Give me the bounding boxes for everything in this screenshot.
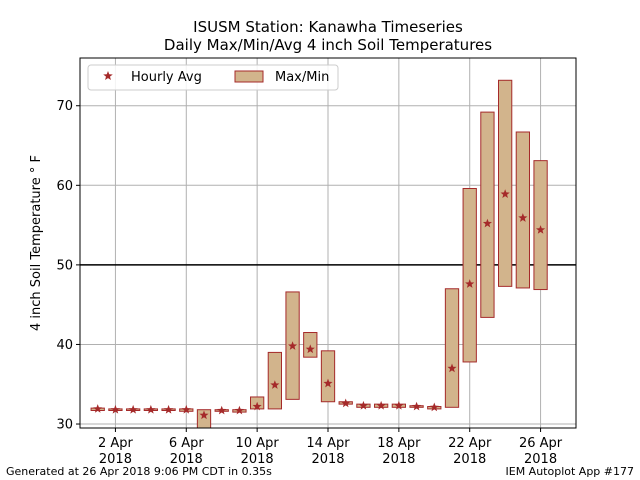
y-tick-label: 30 (56, 418, 73, 433)
hourly-avg-star (358, 400, 368, 410)
y-tick-label: 60 (56, 179, 73, 194)
x-tick-label: 26 Apr (519, 436, 563, 451)
generated-footer-text: Generated at 26 Apr 2018 9:06 PM CDT in … (6, 465, 272, 478)
hourly-avg-star (518, 213, 528, 222)
x-tick-year-label: 2018 (524, 452, 557, 467)
hourly-avg-star (252, 401, 262, 411)
max-min-box (462, 187, 477, 363)
x-tick-label: 18 Apr (377, 436, 421, 451)
y-tick-label: 40 (56, 338, 73, 353)
app-id-footer-text: IEM Autoplot App #177 (505, 465, 635, 478)
hourly-avg-star (93, 404, 103, 413)
x-tick-label: 2 Apr (98, 436, 134, 451)
legend-frame (87, 64, 339, 91)
hourly-avg-star (412, 401, 422, 411)
x-tick-year-label: 2018 (170, 452, 203, 467)
max-min-box (480, 111, 495, 318)
hourly-avg-star (217, 405, 227, 415)
hourly-avg-star (323, 378, 333, 388)
x-tick-year-label: 2018 (99, 452, 132, 467)
x-tick-year-label: 2018 (453, 452, 486, 467)
hourly-avg-star (270, 380, 280, 389)
chart-title: ISUSM Station: Kanawha Timeseries (193, 18, 463, 36)
x-tick-label: 14 Apr (306, 436, 350, 451)
hourly-avg-star (181, 404, 191, 414)
hourly-avg-star (146, 404, 156, 414)
hourly-avg-star (341, 398, 351, 408)
hourly-avg-star (394, 400, 404, 410)
hourly-avg-markers (93, 189, 546, 420)
chart-subtitle: Daily Max/Min/Avg 4 inch Soil Temperatur… (164, 36, 492, 54)
x-tick-year-label: 2018 (241, 452, 274, 467)
hourly-avg-star (128, 404, 138, 414)
hourly-avg-star (288, 341, 298, 350)
max-min-box (320, 350, 336, 403)
hourly-avg-star (199, 410, 209, 420)
y-axis-label: 4 inch Soil Temperature ° F (29, 155, 44, 331)
hourly-avg-star (465, 279, 475, 288)
legend-star-shape (103, 71, 113, 81)
hourly-avg-star (429, 402, 439, 412)
hourly-avg-star (500, 189, 510, 198)
hourly-avg-star (376, 400, 386, 410)
y-tick-label: 70 (56, 99, 73, 114)
hourly-avg-star (164, 404, 174, 414)
y-tick-label: 50 (56, 258, 73, 273)
max-min-box (444, 288, 460, 408)
max-min-box (498, 79, 513, 287)
hourly-avg-star (234, 405, 244, 415)
hourly-avg-star (110, 404, 120, 414)
max-min-boxes (90, 79, 548, 429)
x-tick-year-label: 2018 (382, 452, 415, 467)
hourly-avg-star (447, 363, 457, 373)
y-axis-ticks: 30 40 50 60 70 (56, 99, 80, 433)
legend-hourly-avg-label: Hourly Avg (131, 70, 202, 85)
hourly-avg-star (482, 218, 492, 228)
legend-hourly-avg-star-icon (103, 71, 113, 81)
legend: Hourly Avg Max/Min (87, 64, 339, 91)
x-tick-label: 22 Apr (448, 436, 492, 451)
max-min-box (515, 131, 531, 289)
x-tick-label: 10 Apr (236, 436, 280, 451)
hourly-avg-star (536, 225, 546, 234)
x-tick-year-label: 2018 (311, 452, 344, 467)
x-tick-label: 6 Apr (169, 436, 205, 451)
legend-max-min-label: Max/Min (275, 70, 329, 85)
legend-max-min-box-icon (234, 70, 264, 83)
hourly-avg-star (305, 344, 315, 354)
